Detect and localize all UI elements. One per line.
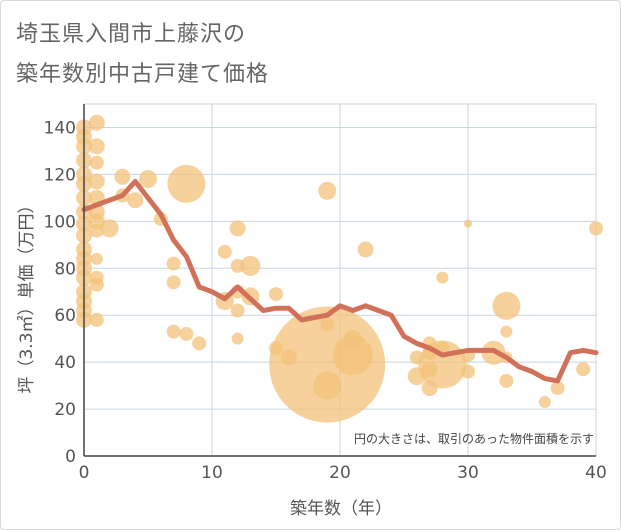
- bubble-point-29: [89, 312, 104, 327]
- chart-title-line2: 築年数別中古戸建て価格: [16, 62, 270, 87]
- bubble-point-70: [464, 219, 472, 228]
- bubble-point-67: [436, 271, 449, 284]
- y-tick-80: 80: [54, 259, 76, 279]
- bubble-point-36: [166, 256, 181, 271]
- bubble-point-47: [230, 303, 245, 318]
- bubble-point-72: [461, 364, 475, 379]
- size-legend-note: 円の大きさは、取引のあった物件面積を示す: [354, 431, 594, 446]
- bubble-point-78: [538, 396, 551, 409]
- bubble-point-42: [217, 244, 232, 259]
- bubble-point-48: [231, 332, 244, 345]
- bubble-point-57: [313, 371, 342, 400]
- bubble-layer: [76, 114, 603, 423]
- bubble-point-18: [88, 114, 105, 131]
- chart-title-line1: 埼玉県入間市上藤沢の: [16, 22, 247, 47]
- y-tick-40: 40: [54, 353, 76, 373]
- x-tick-10: 10: [201, 463, 223, 483]
- bubble-point-49: [240, 255, 261, 276]
- x-axis-label: 築年数（年）: [290, 499, 392, 519]
- bubble-point-30: [100, 219, 119, 238]
- bubble-point-74: [492, 291, 521, 320]
- y-tick-labels: 0 20 40 60 80 100 120 140: [44, 118, 76, 467]
- x-tick-labels: 0 10 20 30 40: [79, 463, 607, 483]
- bubble-point-51: [269, 287, 283, 302]
- bubble-point-81: [589, 221, 603, 236]
- bubble-point-25: [89, 223, 104, 238]
- x-tick-30: 30: [457, 463, 479, 483]
- x-tick-0: 0: [79, 463, 90, 483]
- bubble-point-34: [139, 170, 157, 189]
- bubble-point-44: [229, 220, 246, 237]
- bubble-point-26: [90, 252, 103, 265]
- bubble-point-20: [89, 155, 104, 170]
- y-tick-60: 60: [54, 306, 76, 326]
- y-tick-140: 140: [44, 118, 76, 138]
- y-tick-120: 120: [44, 165, 76, 185]
- bubble-point-79: [550, 380, 565, 395]
- bubble-point-38: [166, 324, 181, 339]
- bubble-point-77: [499, 373, 514, 388]
- bubble-point-19: [88, 138, 105, 155]
- bubble-point-80: [576, 362, 591, 377]
- bubble-point-21: [88, 173, 105, 190]
- y-tick-0: 0: [65, 447, 76, 467]
- bubble-point-54: [318, 181, 337, 200]
- y-axis-label: 坪（3.3㎡）単価（万円）: [17, 196, 37, 393]
- bubble-point-28: [89, 277, 104, 292]
- y-tick-100: 100: [44, 212, 76, 232]
- bubble-point-31: [114, 168, 131, 185]
- bubble-point-37: [166, 275, 181, 290]
- bubble-point-40: [179, 326, 194, 341]
- bubble-point-33: [127, 192, 144, 209]
- bubble-point-75: [500, 325, 513, 338]
- y-tick-20: 20: [54, 400, 76, 420]
- bubble-point-59: [332, 335, 373, 376]
- x-tick-40: 40: [585, 463, 607, 483]
- bubble-point-41: [192, 336, 207, 351]
- average-price-line: [81, 178, 599, 384]
- bubble-point-60: [357, 241, 374, 258]
- axes: [83, 104, 596, 457]
- bubble-point-39: [167, 164, 206, 203]
- x-tick-20: 20: [329, 463, 351, 483]
